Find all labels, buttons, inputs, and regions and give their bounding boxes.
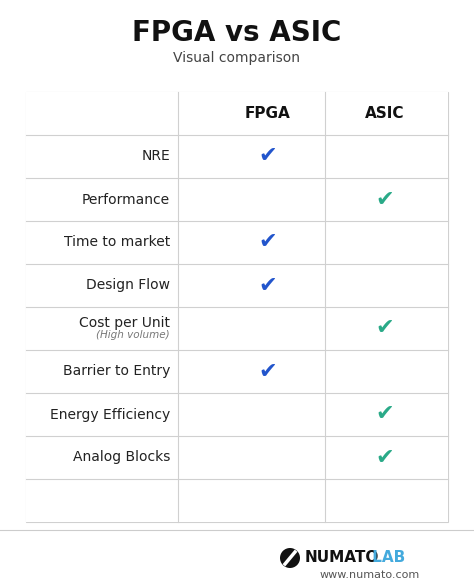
Text: ✔: ✔ — [259, 232, 277, 252]
Text: (High volume): (High volume) — [96, 330, 170, 340]
Bar — [26, 135, 448, 178]
Text: Barrier to Entry: Barrier to Entry — [63, 365, 170, 379]
Text: Time to market: Time to market — [64, 236, 170, 249]
Text: Design Flow: Design Flow — [86, 279, 170, 292]
Text: ✔: ✔ — [259, 362, 277, 382]
Text: NUMATO: NUMATO — [305, 550, 379, 566]
Text: Visual comparison: Visual comparison — [173, 51, 301, 65]
Text: FPGA vs ASIC: FPGA vs ASIC — [132, 19, 342, 47]
Bar — [26, 178, 448, 221]
Bar — [26, 393, 448, 436]
Text: ✔: ✔ — [376, 447, 394, 467]
Text: Performance: Performance — [82, 192, 170, 206]
Text: Analog Blocks: Analog Blocks — [73, 450, 170, 465]
Bar — [26, 436, 448, 479]
Text: LAB: LAB — [367, 550, 405, 566]
Bar — [26, 92, 448, 522]
Bar — [26, 92, 448, 135]
Text: ASIC: ASIC — [365, 106, 405, 121]
Text: ✔: ✔ — [259, 146, 277, 166]
Text: Cost per Unit: Cost per Unit — [79, 316, 170, 329]
Circle shape — [280, 548, 300, 568]
Text: Energy Efficiency: Energy Efficiency — [50, 407, 170, 422]
Text: ✔: ✔ — [376, 319, 394, 339]
Text: ✔: ✔ — [259, 276, 277, 296]
Text: ✔: ✔ — [376, 189, 394, 209]
Bar — [26, 307, 448, 350]
Bar — [26, 479, 448, 522]
Bar — [26, 350, 448, 393]
Text: FPGA: FPGA — [245, 106, 291, 121]
Text: ✔: ✔ — [376, 405, 394, 425]
Text: www.numato.com: www.numato.com — [320, 570, 420, 580]
Bar — [26, 221, 448, 264]
Bar — [26, 264, 448, 307]
Text: NRE: NRE — [141, 149, 170, 163]
